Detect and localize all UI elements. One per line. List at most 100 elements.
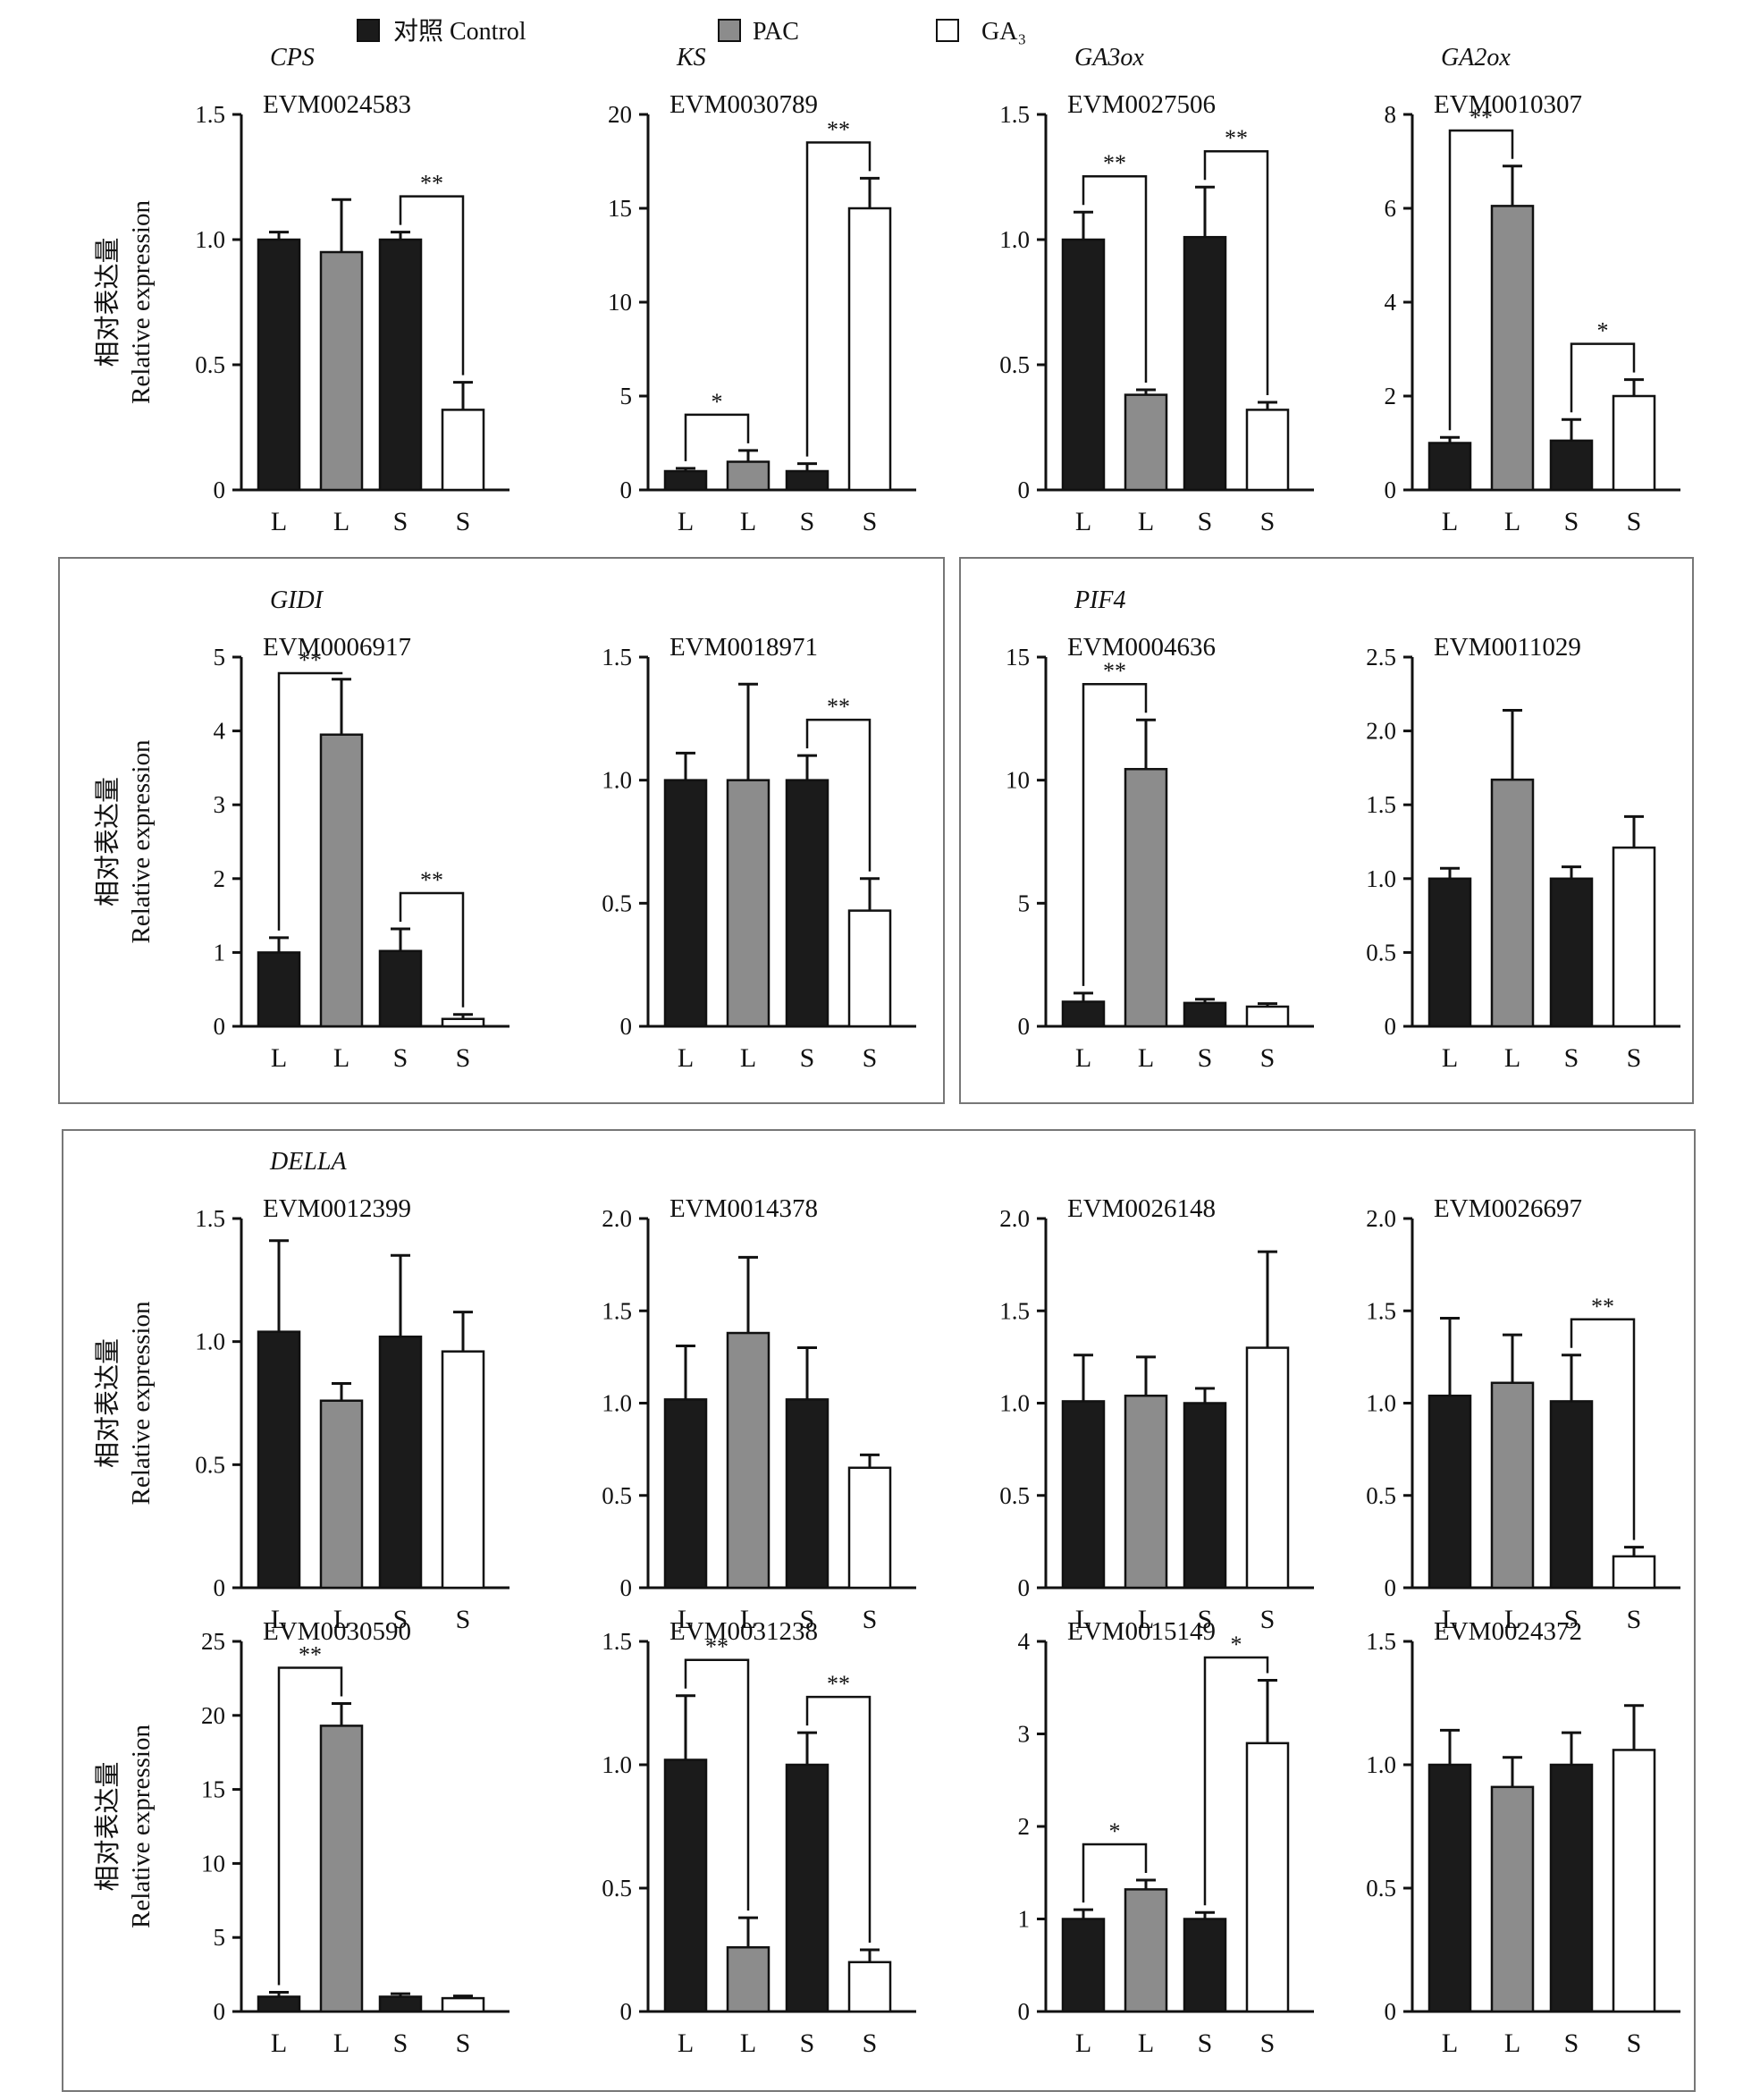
x-tick-label: S — [1564, 507, 1579, 536]
y-tick-label: 0 — [620, 1998, 633, 2025]
significance-bracket — [1203, 149, 1269, 395]
bar-control — [378, 1335, 423, 1590]
y-tick-label: 0.5 — [999, 1482, 1030, 1509]
y-tick-label: 0 — [620, 477, 633, 503]
bar-control — [1183, 235, 1227, 492]
x-tick-label: S — [456, 1605, 471, 1634]
y-tick-label: 5 — [214, 1924, 226, 1951]
significance-label: ** — [827, 1671, 850, 1697]
y-tick-label: 8 — [1385, 101, 1397, 128]
bar-control — [257, 1330, 301, 1590]
y-tick-label: 3 — [214, 791, 226, 818]
significance-label: ** — [420, 171, 443, 197]
y-tick-label: 0 — [1385, 1013, 1397, 1040]
y-tick-label: 2.0 — [602, 1205, 632, 1232]
y-axis-label-cn: 相对表达量 — [93, 777, 122, 907]
x-tick-label: L — [678, 507, 694, 536]
significance-bracket — [805, 718, 872, 872]
y-tick-label: 1.0 — [1366, 865, 1396, 892]
bar-pac — [1124, 768, 1168, 1028]
bar-control — [257, 951, 301, 1028]
bar-pac — [1490, 1785, 1535, 2013]
y-tick-label: 1.5 — [195, 1205, 225, 1232]
gene-name: KS — [676, 44, 706, 72]
x-tick-label: L — [1138, 2028, 1154, 2058]
x-tick-label: S — [1198, 1605, 1213, 1634]
y-tick-label: 2.0 — [1366, 1205, 1396, 1232]
significance-bracket — [684, 1658, 750, 1911]
bar-ga3 — [1245, 409, 1290, 492]
significance-bracket — [1203, 1656, 1269, 1906]
bar-ga3 — [441, 1350, 485, 1590]
bar-pac — [726, 1945, 771, 2013]
legend-swatch-pac — [718, 19, 741, 42]
y-tick-label: 1.5 — [1366, 1628, 1396, 1655]
significance-bracket — [1570, 342, 1636, 413]
y-tick-label: 1 — [214, 939, 226, 966]
bar-control — [1183, 1402, 1227, 1590]
x-tick-label: L — [740, 1605, 756, 1634]
x-tick-label: L — [333, 2028, 349, 2058]
bar-control — [1427, 877, 1472, 1028]
y-tick-label: 2.5 — [1366, 644, 1396, 670]
x-tick-label: S — [863, 2028, 878, 2058]
y-tick-label: 15 — [1006, 644, 1030, 670]
bar-control — [663, 779, 708, 1028]
significance-label: * — [712, 389, 723, 415]
y-tick-label: 0 — [620, 1013, 633, 1040]
x-tick-label: L — [271, 1043, 287, 1073]
bar-pac — [1490, 1381, 1535, 1590]
significance-label: ** — [299, 647, 322, 673]
y-tick-label: 10 — [608, 289, 632, 316]
y-tick-label: 2 — [214, 865, 226, 892]
x-tick-label: L — [1442, 2028, 1458, 2058]
bar-pac — [319, 250, 364, 492]
bar-control — [378, 1995, 423, 2013]
significance-bracket — [1448, 129, 1514, 431]
y-tick-label: 3 — [1018, 1721, 1031, 1748]
bar-control — [785, 779, 829, 1028]
legend-swatch-ga3 — [936, 19, 959, 42]
x-tick-label: S — [393, 1043, 408, 1073]
y-axis-label-cn: 相对表达量 — [93, 1338, 122, 1468]
y-tick-label: 0.5 — [602, 1482, 632, 1509]
bar-control — [663, 469, 708, 492]
gene-name: DELLA — [269, 1148, 347, 1176]
x-tick-label: L — [1138, 1605, 1154, 1634]
y-tick-label: 6 — [1385, 195, 1397, 222]
significance-bracket — [277, 1666, 343, 1986]
chart-title: EVM0026697 — [1434, 1194, 1582, 1223]
chart-della6: 00.51.01.5L L S S****EVM0031238 — [602, 1617, 916, 2058]
y-tick-label: 4 — [214, 718, 226, 745]
bar-ga3 — [441, 1996, 485, 2013]
legend-label-pac: PAC — [753, 18, 799, 46]
bar-control — [785, 1763, 829, 2013]
x-tick-label: S — [1260, 1043, 1276, 1073]
y-tick-label: 10 — [201, 1850, 225, 1877]
y-tick-label: 0 — [214, 1013, 226, 1040]
bar-ga3 — [441, 409, 485, 492]
legend-swatch-control — [357, 19, 380, 42]
bar-pac — [726, 779, 771, 1028]
y-tick-label: 0 — [1385, 477, 1397, 503]
chart-title: EVM0026148 — [1067, 1194, 1216, 1223]
bar-pac — [726, 1331, 771, 1590]
x-tick-label: S — [1627, 1043, 1642, 1073]
x-tick-label: S — [1627, 2028, 1642, 2058]
significance-bracket — [1570, 1318, 1636, 1540]
significance-bracket — [805, 1695, 872, 1943]
x-tick-label: L — [271, 1605, 287, 1634]
x-tick-label: S — [393, 2028, 408, 2058]
bar-ga3 — [1245, 1005, 1290, 1028]
chart-title: EVM0024372 — [1434, 1617, 1582, 1646]
legend-label-ga3: GA₃ — [981, 18, 1026, 46]
x-tick-label: L — [1138, 1043, 1154, 1073]
x-tick-label: L — [1442, 1605, 1458, 1634]
x-tick-label: L — [678, 1605, 694, 1634]
chart-title: EVM0015149 — [1067, 1617, 1216, 1646]
chart-title: EVM0030590 — [263, 1617, 411, 1646]
x-tick-label: S — [456, 2028, 471, 2058]
